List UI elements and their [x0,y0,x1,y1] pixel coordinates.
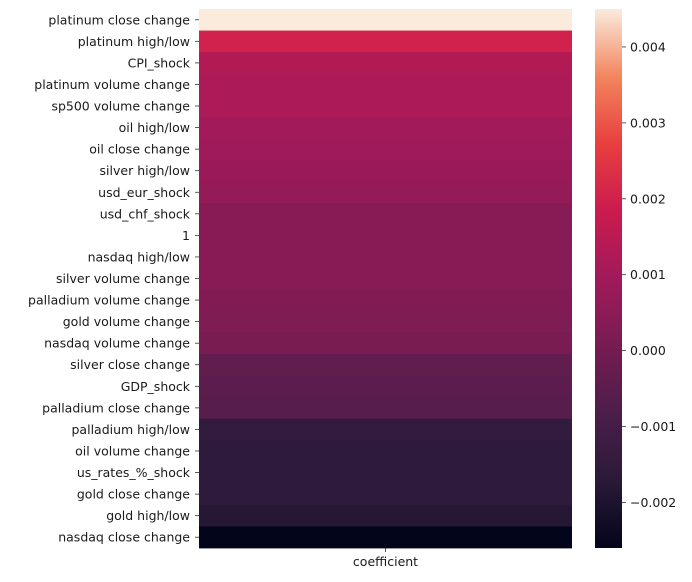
colorbar-tick-label: 0.003 [630,115,666,130]
row-label-palladium-close-change: palladium close change [42,400,190,415]
row-label-platinum-high-low: platinum high/low [78,34,190,49]
heatmap-cell-oil-volume-change [199,440,572,463]
heatmap-cell-us-rates-shock [199,461,572,484]
row-label-cpi-shock: CPI_shock [128,55,191,70]
column-label-coefficient: coefficient [353,554,418,569]
heatmap-cell-platinum-close-change [199,9,572,31]
heatmap-cell-oil-close-change [199,138,572,161]
heatmap-cell-silver-volume-change [199,267,572,290]
row-label-oil-volume-change: oil volume change [75,443,190,458]
row-label-gold-high-low: gold high/low [106,508,190,523]
heatmap-cell-gold-high-low [199,504,572,527]
row-label-gdp-shock: GDP_shock [121,379,191,394]
row-label-silver-close-change: silver close change [70,357,190,372]
row-label-gold-close-change: gold close change [77,487,190,502]
colorbar-tick-label: −0.002 [630,495,676,510]
column-labels: coefficient [353,548,418,569]
colorbar-tick-label: 0.004 [630,39,666,54]
row-label-sp500-volume-change: sp500 volume change [51,99,190,114]
row-label-usd-eur-shock: usd_eur_shock [98,185,191,200]
row-label-gold-volume-change: gold volume change [63,314,191,329]
heatmap-cell-oil-high-low [199,116,572,139]
heatmap-cell-silver-high-low [199,159,572,182]
heatmap-cell-silver-close-change [199,353,572,376]
heatmap-cell-palladium-high-low [199,418,572,441]
row-label-us-rates-shock: us_rates_%_shock [77,465,191,480]
heatmap-cell-nasdaq-volume-change [199,332,572,355]
row-label-1: 1 [182,228,190,243]
row-labels: platinum close change platinum high/low CP… [28,12,199,545]
heatmap-cell-nasdaq-close-change [199,526,572,549]
row-label-platinum-volume-change: platinum volume change [34,77,190,92]
heatmap-cells [199,9,572,549]
row-label-palladium-volume-change: palladium volume change [28,293,190,308]
row-label-palladium-high-low: palladium high/low [72,422,191,437]
heatmap-cell-palladium-close-change [199,397,572,420]
heatmap-cell-gold-close-change [199,483,572,506]
row-label-silver-volume-change: silver volume change [56,271,190,286]
colorbar-tick-label: −0.001 [630,419,676,434]
heatmap-cell-gdp-shock [199,375,572,398]
heatmap-cell-gold-volume-change [199,310,572,333]
row-label-nasdaq-high-low: nasdaq high/low [88,249,190,264]
row-label-nasdaq-volume-change: nasdaq volume change [44,336,190,351]
colorbar-tick-label: 0.000 [630,343,666,358]
heatmap-cell-platinum-high-low [199,30,572,53]
heatmap-cell-usd-chf-shock [199,203,572,225]
heatmap-cell-sp500-volume-change [199,95,572,118]
heatmap-cell-cpi-shock [199,52,572,75]
heatmap-cell-usd-eur-shock [199,181,572,204]
row-label-silver-high-low: silver high/low [100,163,190,178]
row-label-nasdaq-close-change: nasdaq close change [58,530,190,545]
heatmap-cell-1 [199,224,572,247]
heatmap-cell-palladium-volume-change [199,289,572,312]
heatmap-cell-nasdaq-high-low [199,246,572,269]
row-label-platinum-close-change: platinum close change [48,12,190,27]
row-label-oil-high-low: oil high/low [119,120,190,135]
row-label-usd-chf-shock: usd_chf_shock [100,206,191,221]
heatmap-cell-platinum-volume-change [199,73,572,96]
colorbar-tick-label: 0.002 [630,191,666,206]
colorbar-tick-label: 0.001 [630,267,666,282]
colorbar [595,9,622,548]
colorbar-ticks: −0.002 −0.001 0.000 0.001 0.002 0.003 0.004 [622,39,676,510]
row-label-oil-close-change: oil close change [89,142,190,157]
